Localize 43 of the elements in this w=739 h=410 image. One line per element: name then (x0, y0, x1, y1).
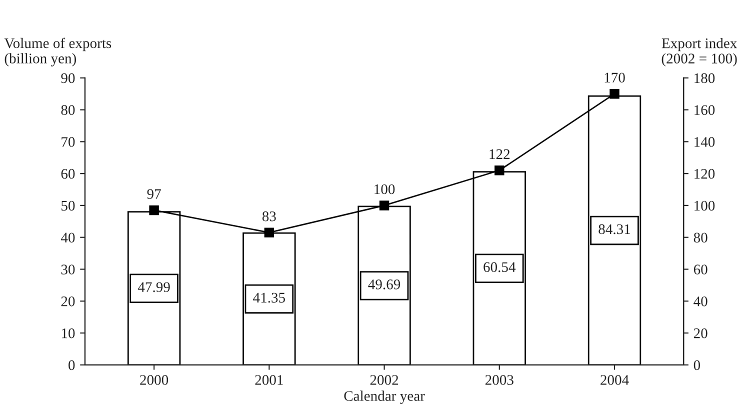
data-label: 49.69 (368, 280, 400, 290)
y-tick-label: 70 (62, 137, 75, 147)
y2-tick-label: 180 (694, 73, 715, 84)
y-tick-label: 60 (61, 168, 75, 179)
y-tick-label: 40 (60, 232, 75, 243)
data-label: 41.35 (253, 292, 286, 303)
y-tick-label: 50 (62, 200, 75, 211)
y2-tick-label: 40 (694, 296, 708, 306)
y-tick-label: 10 (62, 328, 75, 338)
x-tick-label: 2001 (255, 375, 283, 385)
x-axis-title: Calendar year (344, 390, 425, 404)
y2-tick-label: 160 (694, 105, 715, 115)
data-label: 47.99 (138, 282, 170, 292)
data-label: 100 (374, 184, 395, 194)
y2-tick-label: 80 (694, 232, 708, 243)
x-tick-label: 2003 (485, 375, 514, 385)
point (379, 200, 390, 210)
data-label: 170 (604, 72, 625, 83)
x-tick-label: 2004 (600, 375, 629, 385)
point (149, 205, 159, 216)
data-label: 84.31 (598, 224, 630, 234)
x-tick-label: 2002 (370, 375, 398, 385)
y2-tick-label: 100 (694, 200, 715, 211)
y2-tick-label: 0 (694, 360, 700, 370)
y-tick-label: 90 (61, 73, 75, 84)
y2-axis-title: Export index (2002 = 100) (662, 38, 738, 66)
y2-tick-label: 60 (694, 264, 708, 274)
point (264, 228, 274, 238)
y2-tick-label: 120 (694, 168, 715, 179)
y2-tick-label: 140 (694, 137, 715, 147)
y-tick-label: 0 (68, 360, 75, 370)
point (494, 166, 504, 176)
data-label: 122 (490, 149, 510, 159)
y-axis-title: Volume of exports (billion yen) (4, 38, 112, 66)
data-label: 83 (262, 211, 276, 222)
data-label: 60.54 (484, 262, 516, 272)
data-label: 97 (147, 189, 161, 199)
x-tick-label: 2000 (140, 375, 168, 385)
y-tick-label: 30 (61, 264, 75, 274)
y2-tick-label: 20 (694, 328, 708, 338)
y-tick-label: 80 (61, 105, 75, 115)
point (610, 88, 620, 99)
y-tick-label: 20 (61, 296, 75, 306)
